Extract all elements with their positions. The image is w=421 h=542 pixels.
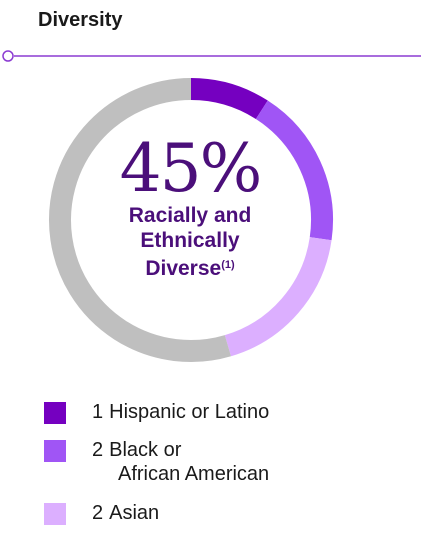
legend-swatch-hispanic [44, 402, 66, 424]
center-caption-text: Diverse [145, 257, 222, 280]
legend-count: 2 [92, 502, 104, 524]
legend-swatch-asian [44, 503, 66, 525]
donut-slice-black [255, 100, 333, 241]
donut-slice-other [49, 78, 231, 362]
legend-label: Black or [109, 439, 182, 461]
legend-item-hispanic: 1 Hispanic or Latino [44, 400, 414, 424]
divider-circle-icon [2, 50, 14, 62]
center-footnote: (1) [221, 259, 235, 271]
legend-count: 2 [92, 439, 104, 461]
legend-swatch-black [44, 440, 66, 462]
center-percent: 45% [119, 130, 263, 207]
center-caption-line-2: Ethnically [140, 229, 240, 252]
chart-legend: 1 Hispanic or Latino 2 Black or African Am… [44, 400, 414, 539]
legend-item-black: 2 Black or African American [44, 438, 414, 486]
legend-item-asian: 2 Asian [44, 501, 414, 525]
center-caption-line-1: Racially and [128, 204, 252, 227]
donut-slice-hispanic [190, 78, 268, 120]
legend-label: Hispanic or Latino [109, 401, 270, 423]
legend-label: Asian [109, 502, 160, 524]
donut-center: 45% Racially and Ethnically Diverse(1) [90, 135, 290, 281]
donut-slice-asian [224, 236, 332, 357]
center-caption-line-3: Diverse(1) [90, 253, 290, 281]
section-title: Diversity [38, 9, 123, 31]
legend-label-line-2: African American [118, 463, 270, 485]
legend-count: 1 [92, 401, 104, 423]
section-divider [2, 50, 421, 62]
